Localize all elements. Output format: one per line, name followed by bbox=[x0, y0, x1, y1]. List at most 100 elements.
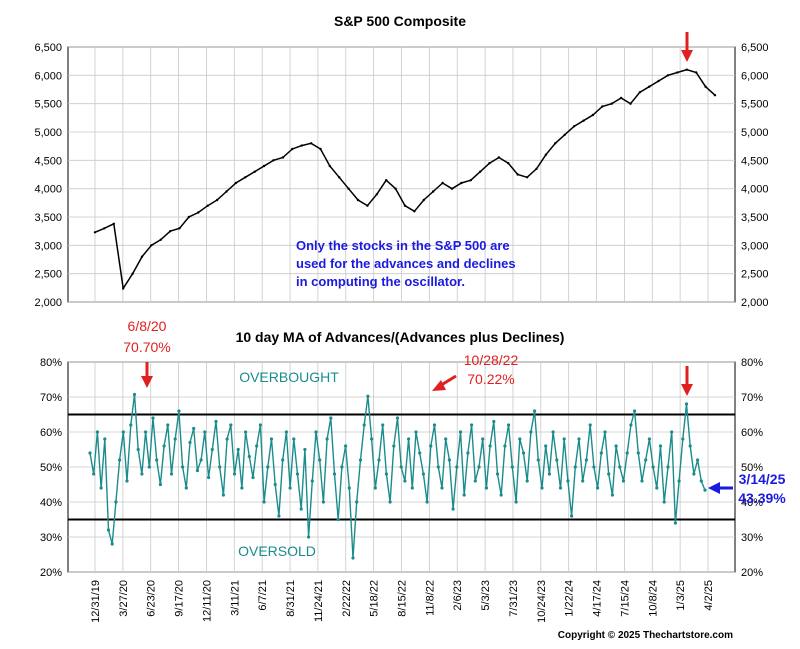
y-tick-label-left: 6,000 bbox=[34, 70, 62, 82]
data-point-sp500 bbox=[272, 159, 275, 162]
data-point-oscillator bbox=[118, 458, 122, 462]
x-tick-label: 9/17/20 bbox=[174, 580, 186, 617]
arrow-head-sp500 bbox=[681, 50, 693, 62]
y-tick-label-right: 50% bbox=[741, 462, 763, 474]
y-tick-label-left: 4,500 bbox=[34, 155, 62, 167]
data-point-oscillator bbox=[488, 444, 492, 448]
data-point-oscillator bbox=[144, 430, 148, 434]
data-point-oscillator bbox=[288, 486, 292, 490]
x-tick-label: 7/31/23 bbox=[508, 580, 520, 617]
data-point-oscillator bbox=[284, 430, 288, 434]
data-point-oscillator bbox=[644, 458, 648, 462]
data-point-oscillator bbox=[670, 430, 674, 434]
data-point-oscillator bbox=[692, 472, 696, 476]
data-point-oscillator bbox=[269, 437, 274, 441]
data-point-oscillator bbox=[281, 458, 285, 462]
data-point-oscillator bbox=[347, 486, 351, 490]
data-point-oscillator bbox=[536, 458, 540, 462]
x-tick-label: 11/8/22 bbox=[424, 580, 436, 616]
data-point-oscillator bbox=[466, 451, 470, 455]
x-tick-label: 2/6/23 bbox=[452, 580, 464, 611]
data-point-oscillator bbox=[106, 528, 111, 532]
data-point-oscillator bbox=[225, 437, 229, 441]
annotation-date-1: 6/8/20 bbox=[128, 318, 167, 334]
data-point-oscillator bbox=[573, 465, 577, 469]
y-tick-label-right: 4,500 bbox=[741, 155, 769, 167]
data-point-oscillator bbox=[207, 475, 211, 480]
y-tick-label-left: 2,000 bbox=[34, 297, 62, 309]
data-point-oscillator bbox=[581, 479, 585, 483]
data-point-oscillator bbox=[640, 479, 644, 483]
y-tick-label-right: 3,000 bbox=[741, 240, 769, 252]
data-point-oscillator bbox=[555, 458, 559, 462]
data-point-oscillator bbox=[325, 437, 329, 441]
arrow-head-1 bbox=[141, 376, 153, 388]
data-point-oscillator bbox=[655, 486, 659, 490]
data-point-oscillator bbox=[177, 409, 181, 413]
data-point-sp500 bbox=[441, 181, 444, 185]
data-point-sp500 bbox=[159, 238, 162, 241]
data-point-oscillator bbox=[99, 486, 103, 490]
data-point-sp500 bbox=[619, 96, 623, 100]
data-point-oscillator bbox=[481, 437, 485, 441]
y-tick-label-right: 6,500 bbox=[741, 42, 769, 54]
x-tick-label: 8/31/21 bbox=[285, 580, 297, 617]
data-point-oscillator bbox=[158, 482, 162, 487]
data-point-oscillator bbox=[458, 430, 463, 434]
data-point-oscillator bbox=[614, 444, 618, 448]
y-tick-label-left: 5,500 bbox=[34, 99, 62, 111]
data-point-oscillator bbox=[140, 472, 144, 476]
annotation-date-3: 3/14/25 bbox=[739, 471, 786, 487]
data-point-oscillator bbox=[121, 430, 125, 434]
data-point-oscillator bbox=[218, 465, 222, 469]
data-point-oscillator bbox=[355, 500, 359, 504]
data-point-oscillator bbox=[525, 479, 529, 483]
data-point-sp500 bbox=[150, 244, 153, 247]
data-point-oscillator bbox=[696, 458, 700, 462]
data-point-oscillator bbox=[184, 486, 188, 490]
copyright-text: Copyright © 2025 Thechartstore.com bbox=[558, 630, 733, 641]
x-tick-label: 5/3/23 bbox=[480, 580, 492, 611]
y-tick-label-right: 6,000 bbox=[741, 70, 769, 82]
data-point-sp500 bbox=[676, 71, 679, 74]
data-point-oscillator bbox=[625, 451, 629, 455]
data-point-oscillator bbox=[210, 447, 214, 452]
x-tick-label: 6/7/21 bbox=[257, 580, 269, 611]
data-point-oscillator bbox=[451, 507, 455, 511]
data-point-sp500 bbox=[93, 231, 97, 234]
x-tick-label: 3/27/20 bbox=[118, 580, 130, 617]
data-point-sp500 bbox=[197, 211, 200, 214]
data-point-oscillator bbox=[173, 437, 177, 441]
data-point-oscillator bbox=[566, 479, 570, 483]
data-point-oscillator bbox=[447, 458, 451, 462]
y-tick-label-right: 20% bbox=[741, 567, 763, 579]
data-point-oscillator bbox=[92, 472, 96, 476]
data-point-sp500 bbox=[309, 142, 313, 145]
label-oversold: OVERSOLD bbox=[238, 543, 316, 559]
data-point-oscillator bbox=[510, 465, 514, 469]
data-point-oscillator bbox=[436, 465, 440, 469]
data-point-oscillator bbox=[577, 437, 581, 441]
data-point-sp500 bbox=[516, 173, 519, 176]
data-point-oscillator bbox=[273, 482, 277, 487]
x-tick-label: 12/11/20 bbox=[201, 580, 213, 622]
arrow-head-2 bbox=[432, 380, 446, 391]
data-point-oscillator bbox=[188, 440, 192, 445]
data-point-oscillator bbox=[477, 465, 481, 469]
data-point-oscillator bbox=[681, 437, 685, 441]
data-point-oscillator bbox=[473, 479, 477, 483]
y-tick-label-left: 70% bbox=[40, 392, 62, 404]
data-point-sp500 bbox=[140, 255, 144, 258]
data-point-oscillator bbox=[455, 465, 459, 469]
data-point-oscillator bbox=[651, 465, 655, 469]
y-tick-label-left: 3,000 bbox=[34, 240, 62, 252]
data-point-sp500 bbox=[103, 227, 106, 230]
y-tick-label-right: 60% bbox=[741, 427, 763, 439]
data-point-oscillator bbox=[399, 465, 403, 469]
data-point-oscillator bbox=[162, 444, 166, 448]
data-point-oscillator bbox=[277, 514, 281, 518]
data-point-sp500 bbox=[356, 198, 360, 202]
data-point-sp500 bbox=[366, 204, 369, 207]
